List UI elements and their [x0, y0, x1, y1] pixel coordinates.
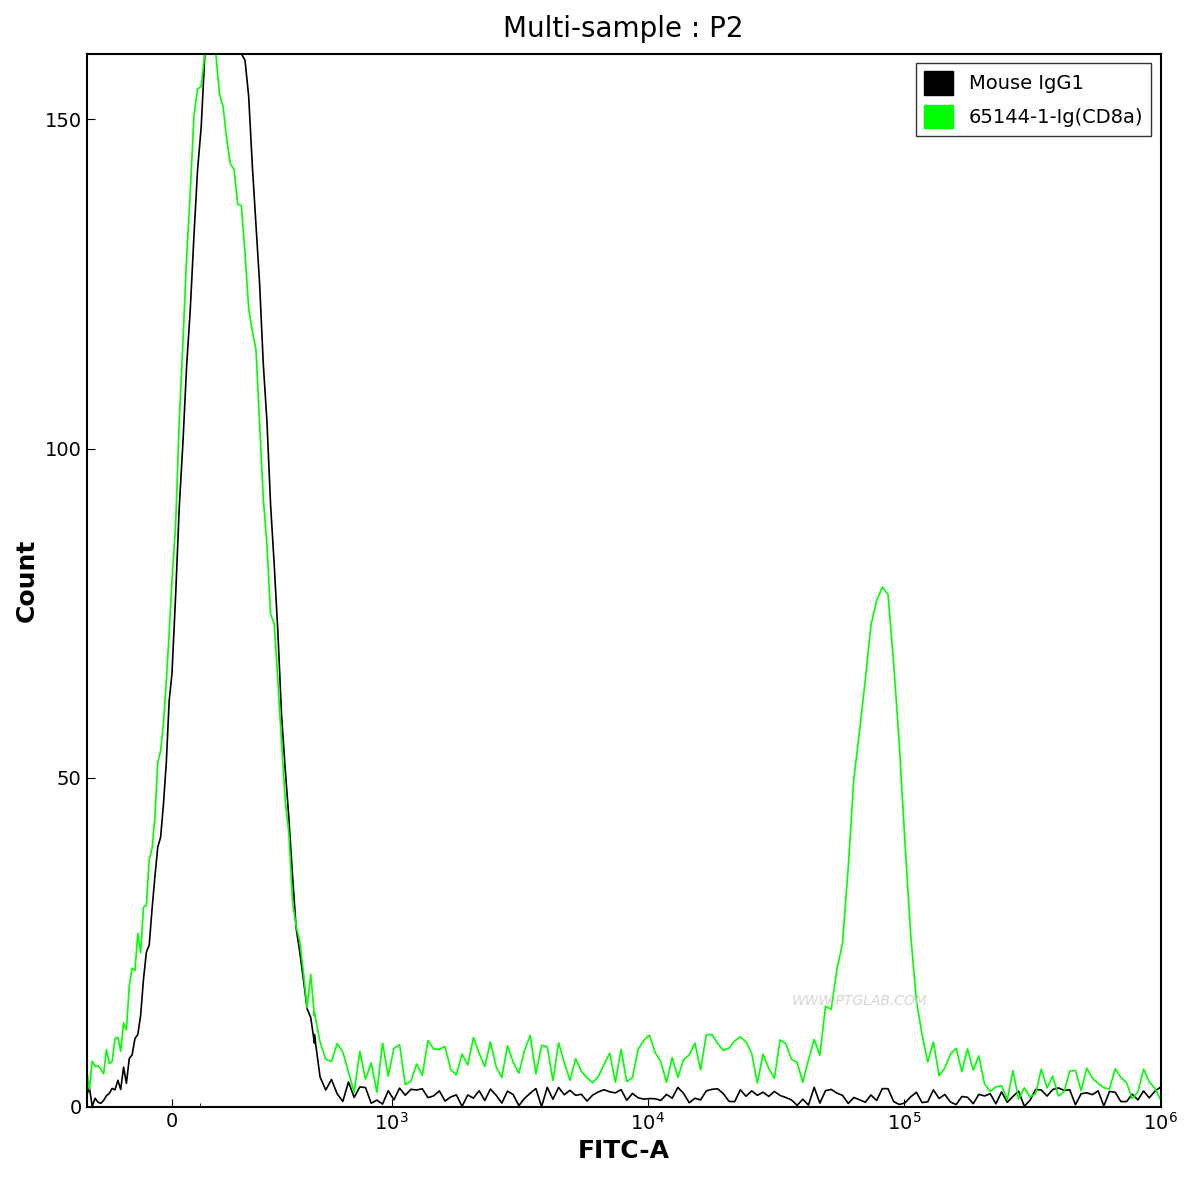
- 65144-1-Ig(CD8a): [278, 793, 292, 807]
- Mouse IgG1: [198, 47, 212, 61]
- X-axis label: FITC-A: FITC-A: [577, 1139, 669, 1163]
- Text: WWW.PTGLAB.COM: WWW.PTGLAB.COM: [792, 994, 928, 1008]
- Mouse IgG1: [292, 945, 307, 959]
- 65144-1-Ig(CD8a): [966, 1063, 981, 1077]
- Legend: Mouse IgG1, 65144-1-Ig(CD8a): Mouse IgG1, 65144-1-Ig(CD8a): [916, 64, 1151, 137]
- 65144-1-Ig(CD8a): [1006, 1064, 1020, 1078]
- Mouse IgG1: [1154, 1080, 1168, 1094]
- Title: Multi-sample : P2: Multi-sample : P2: [503, 15, 743, 44]
- 65144-1-Ig(CD8a): [198, 47, 212, 61]
- Mouse IgG1: [1012, 1084, 1026, 1098]
- Line: Mouse IgG1: Mouse IgG1: [87, 54, 1161, 1106]
- 65144-1-Ig(CD8a): [580, 1071, 594, 1085]
- Y-axis label: Count: Count: [16, 538, 39, 622]
- 65144-1-Ig(CD8a): [1154, 1093, 1168, 1107]
- Mouse IgG1: [278, 762, 292, 776]
- Mouse IgG1: [586, 1088, 600, 1103]
- Mouse IgG1: [1034, 1083, 1049, 1097]
- 65144-1-Ig(CD8a): [1028, 1086, 1043, 1100]
- Line: 65144-1-Ig(CD8a): 65144-1-Ig(CD8a): [87, 54, 1161, 1100]
- 65144-1-Ig(CD8a): [80, 1061, 94, 1076]
- Mouse IgG1: [80, 1088, 94, 1103]
- Mouse IgG1: [534, 1099, 549, 1113]
- Mouse IgG1: [972, 1087, 987, 1101]
- 65144-1-Ig(CD8a): [292, 934, 307, 948]
